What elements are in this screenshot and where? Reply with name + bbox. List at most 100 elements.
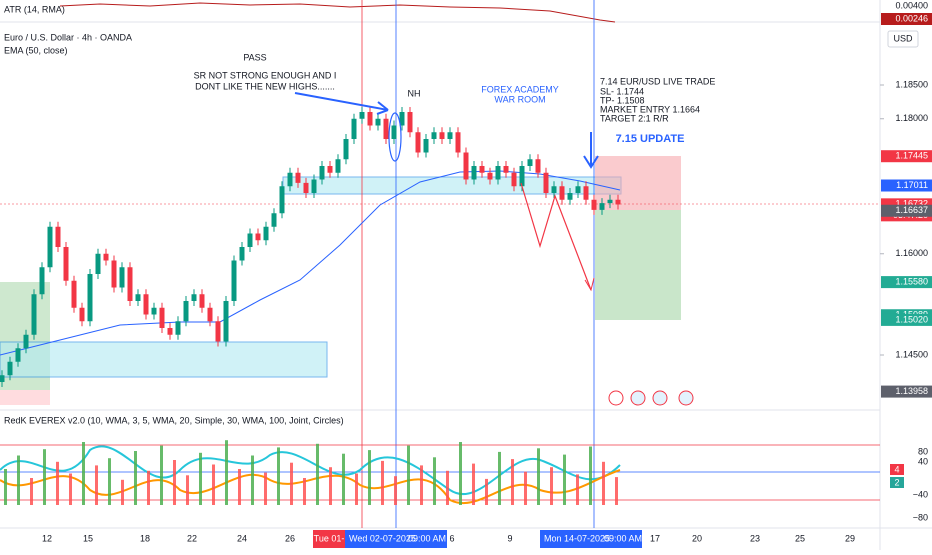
price-label: 1.13958	[895, 386, 928, 396]
osc-bar	[43, 449, 46, 505]
date-label: 09:00 AM	[408, 533, 446, 543]
candle	[575, 186, 581, 193]
zone	[0, 390, 50, 405]
ema-line	[0, 170, 621, 356]
candle	[31, 294, 37, 335]
candle	[47, 226, 53, 268]
osc-bar	[472, 463, 475, 505]
time-tick: 18	[140, 533, 150, 543]
trade-note: 7.14 EUR/USD LIVE TRADE	[600, 76, 715, 86]
time-tick: 15	[83, 533, 93, 543]
candle	[167, 328, 173, 335]
target-zone	[595, 210, 681, 320]
arrow-head	[376, 101, 389, 115]
projection	[520, 182, 592, 291]
currency-button[interactable]	[887, 30, 919, 48]
osc-bar	[563, 454, 566, 505]
candle	[423, 139, 429, 153]
candle	[87, 274, 93, 322]
atr-scale: 0.00400	[895, 0, 928, 10]
annotation: PASS	[243, 52, 266, 62]
osc-bar	[69, 473, 72, 505]
price-tick: 1.16000	[895, 248, 928, 258]
price-label-bg	[881, 313, 932, 326]
candle	[431, 132, 437, 139]
price-label: 1.17445	[895, 151, 928, 161]
candle	[359, 112, 365, 119]
price-label-bg	[881, 204, 932, 217]
trade-note: TARGET 2:1 R/R	[600, 113, 669, 123]
event-icon[interactable]	[678, 390, 694, 406]
osc-bar	[498, 451, 501, 505]
date-chip	[540, 530, 642, 548]
candle	[0, 375, 5, 382]
candle	[263, 226, 269, 241]
candle	[487, 172, 493, 180]
osc-bar	[56, 461, 59, 505]
osc-bar	[186, 475, 189, 505]
candle	[119, 267, 125, 288]
annotation: WAR ROOM	[494, 94, 545, 104]
support-zone	[0, 341, 328, 378]
candle	[527, 159, 533, 166]
atr-value-bg	[881, 13, 932, 25]
candle	[503, 166, 509, 173]
candle	[279, 186, 285, 214]
currency[interactable]: USD	[893, 33, 913, 43]
oscillator-title: RedK EVEREX v2.0 (10, WMA, 3, 5, WMA, 20…	[4, 415, 344, 425]
osc-fast	[0, 445, 621, 496]
candle	[231, 260, 237, 301]
time-tick: 17	[650, 533, 660, 543]
candle	[95, 253, 101, 274]
date-label: Wed 02-07-2025	[349, 533, 416, 543]
candle	[599, 203, 605, 210]
trade-note: TP- 1.1508	[600, 95, 645, 105]
candle	[311, 179, 317, 193]
annotation: DONT LIKE THE NEW HIGHS.......	[195, 81, 335, 91]
candle	[143, 294, 149, 315]
osc-bar	[524, 471, 527, 505]
date-chip	[313, 530, 345, 548]
event-icon[interactable]	[608, 390, 624, 406]
price-tick: 1.14500	[895, 349, 928, 359]
candle	[455, 132, 461, 153]
candle	[295, 172, 301, 183]
symbol-title: Euro / U.S. Dollar · 4h · OANDA	[4, 32, 132, 42]
osc-bar	[251, 455, 254, 505]
candle	[519, 166, 525, 187]
trade-note: MARKET ENTRY 1.1664	[600, 104, 700, 114]
osc-bar	[121, 479, 124, 505]
time-tick: 12	[42, 533, 52, 543]
candle	[615, 199, 621, 205]
candle	[559, 186, 565, 200]
osc-bar	[550, 467, 553, 505]
candle	[463, 152, 469, 180]
time-tick: 29	[845, 533, 855, 543]
candle	[63, 247, 69, 281]
osc-bar	[420, 465, 423, 505]
osc-bar	[199, 452, 202, 505]
price-label-bg	[881, 179, 932, 192]
date-chip	[345, 530, 447, 548]
time-tick: 22	[187, 533, 197, 543]
candle	[199, 294, 205, 308]
candle	[7, 361, 13, 376]
candle	[175, 321, 181, 335]
candle	[607, 199, 613, 204]
event-icon[interactable]	[630, 390, 646, 406]
ema-title: EMA (50, close)	[4, 45, 68, 55]
osc-bar	[485, 478, 488, 505]
date-label: Tue 01-	[314, 533, 345, 543]
candle	[511, 172, 517, 187]
osc-bar	[537, 448, 540, 505]
osc-bar	[394, 476, 397, 505]
time-tick: 9	[507, 533, 512, 543]
time-tick: 25	[795, 533, 805, 543]
candle	[271, 213, 277, 227]
candle	[471, 166, 477, 180]
event-icon[interactable]	[652, 390, 668, 406]
osc-bar	[160, 445, 163, 505]
price-label: 1.15020	[895, 314, 928, 324]
time-tick: 24	[237, 533, 247, 543]
